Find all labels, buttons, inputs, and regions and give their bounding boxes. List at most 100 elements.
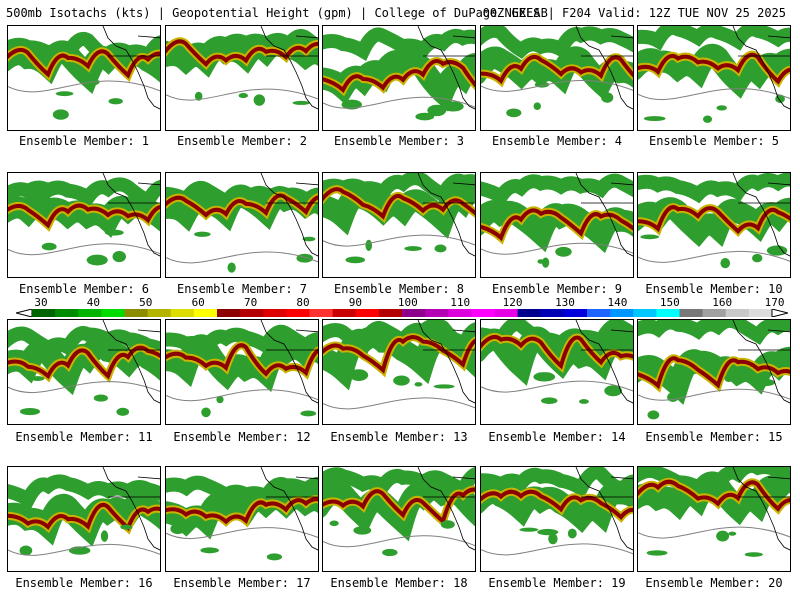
ensemble-map-panel bbox=[322, 319, 476, 425]
legend-color-swatch bbox=[425, 309, 449, 317]
ensemble-map-panel bbox=[7, 172, 161, 278]
legend-color-swatch bbox=[240, 309, 264, 317]
ensemble-member-label: Ensemble Member: 5 bbox=[648, 134, 780, 148]
isotach-map bbox=[481, 26, 633, 118]
legend-color-swatch bbox=[540, 309, 565, 317]
ensemble-member-label: Ensemble Member: 19 bbox=[488, 576, 626, 590]
title-bar: 500mb Isotachs (kts) | Geopotential Heig… bbox=[0, 0, 800, 24]
legend-color-swatch bbox=[471, 309, 495, 317]
isotach-map bbox=[323, 467, 475, 557]
isotach-legend: 30 40 50 60 70 80 90 100 110 120 130 140 150 160 170 bbox=[0, 296, 800, 322]
ensemble-map-panel bbox=[322, 172, 476, 278]
legend-color-swatch bbox=[147, 309, 172, 317]
isotach-map bbox=[323, 173, 475, 264]
ensemble-map-panel bbox=[637, 25, 791, 131]
legend-color-swatch bbox=[170, 309, 195, 317]
isotach-map bbox=[166, 467, 318, 561]
legend-color-swatch bbox=[656, 309, 680, 317]
ensemble-map-panel bbox=[7, 466, 161, 572]
legend-color-swatch bbox=[55, 309, 79, 317]
isotach-map bbox=[8, 467, 160, 556]
ensemble-member-label: Ensemble Member: 10 bbox=[645, 282, 783, 296]
ensemble-member-label: Ensemble Member: 9 bbox=[491, 282, 623, 296]
isotach-map bbox=[8, 26, 160, 120]
ensemble-map-panel bbox=[480, 466, 634, 572]
ensemble-member-label: Ensemble Member: 16 bbox=[15, 576, 153, 590]
ensemble-map-panel bbox=[322, 25, 476, 131]
ensemble-map-panel bbox=[637, 319, 791, 425]
legend-color-swatch bbox=[309, 309, 334, 317]
legend-color-swatch bbox=[610, 309, 634, 317]
legend-color-swatch bbox=[32, 309, 56, 317]
legend-color-swatch bbox=[402, 309, 426, 317]
legend-color-swatch bbox=[517, 309, 542, 317]
isotach-map bbox=[638, 173, 790, 269]
legend-tick-label: 50 bbox=[139, 296, 153, 309]
isotach-map bbox=[166, 173, 318, 273]
legend-tick-label: 80 bbox=[296, 296, 310, 309]
ensemble-map-panel bbox=[165, 25, 319, 131]
legend-color-swatch bbox=[702, 309, 727, 317]
legend-tick-label: 110 bbox=[450, 296, 471, 309]
ensemble-map-panel bbox=[165, 172, 319, 278]
legend-tick-label: 40 bbox=[86, 296, 101, 309]
ensemble-member-label: Ensemble Member: 17 bbox=[173, 576, 311, 590]
legend-tick-label: 130 bbox=[555, 296, 575, 309]
ensemble-member-label: Ensemble Member: 13 bbox=[330, 430, 468, 444]
legend-left-arrow bbox=[16, 309, 33, 317]
isotach-map bbox=[481, 320, 633, 404]
ensemble-member-label: Ensemble Member: 20 bbox=[645, 576, 783, 590]
product-title: 500mb Isotachs (kts) | Geopotential Heig… bbox=[6, 6, 548, 20]
ensemble-map-panel bbox=[637, 466, 791, 572]
isotach-map bbox=[166, 320, 318, 418]
ensemble-member-label: Ensemble Member: 12 bbox=[173, 430, 311, 444]
ensemble-member-label: Ensemble Member: 7 bbox=[176, 282, 308, 296]
ensemble-map-panel bbox=[7, 25, 161, 131]
ensemble-member-label: Ensemble Member: 2 bbox=[176, 134, 308, 148]
legend-color-swatch bbox=[448, 309, 472, 317]
ensemble-member-label: Ensemble Member: 8 bbox=[333, 282, 465, 296]
ensemble-map-panel bbox=[480, 25, 634, 131]
ensemble-map-panel bbox=[165, 319, 319, 425]
isotach-map bbox=[166, 26, 318, 110]
ensemble-member-label: Ensemble Member: 6 bbox=[18, 282, 150, 296]
ensemble-member-label: Ensemble Member: 11 bbox=[15, 430, 153, 444]
ensemble-member-label: Ensemble Member: 1 bbox=[18, 134, 150, 148]
isotach-map bbox=[638, 467, 790, 557]
legend-color-swatch bbox=[378, 309, 403, 317]
legend-color-swatch bbox=[748, 309, 773, 317]
legend-tick-label: 140 bbox=[607, 296, 628, 309]
isotach-map bbox=[323, 26, 475, 121]
legend-color-swatch bbox=[332, 309, 357, 317]
ensemble-map-panel bbox=[480, 319, 634, 425]
legend-color-swatch bbox=[286, 309, 310, 317]
ensemble-member-label: Ensemble Member: 4 bbox=[491, 134, 623, 148]
legend-tick-label: 30 bbox=[34, 296, 48, 309]
legend-right-arrow bbox=[771, 309, 788, 317]
legend-color-swatch bbox=[494, 309, 519, 317]
legend-color-swatch bbox=[355, 309, 380, 317]
legend-color-swatch bbox=[679, 309, 704, 317]
isotach-map bbox=[481, 173, 633, 268]
legend-color-swatch bbox=[587, 309, 611, 317]
legend-color-swatch bbox=[633, 309, 657, 317]
legend-color-swatch bbox=[217, 309, 241, 317]
legend-color-swatch bbox=[725, 309, 750, 317]
run-valid-time: 00Z GEFS | F204 Valid: 12Z TUE NOV 25 20… bbox=[482, 6, 786, 20]
legend-color-swatch bbox=[78, 309, 102, 317]
ensemble-map-panel bbox=[322, 466, 476, 572]
legend-tick-label: 170 bbox=[764, 296, 785, 309]
legend-colorbar bbox=[16, 309, 788, 317]
ensemble-map-panel bbox=[7, 319, 161, 425]
legend-tick-label: 60 bbox=[191, 296, 205, 309]
ensemble-member-label: Ensemble Member: 3 bbox=[333, 134, 465, 148]
isotach-map bbox=[481, 467, 633, 556]
legend-tick-label: 120 bbox=[502, 296, 523, 309]
legend-tick-label: 160 bbox=[712, 296, 733, 309]
ensemble-member-label: Ensemble Member: 15 bbox=[645, 430, 783, 444]
legend-tick-label: 100 bbox=[397, 296, 418, 309]
isotach-map bbox=[638, 26, 790, 123]
isotach-map bbox=[8, 173, 160, 266]
legend-color-swatch bbox=[101, 309, 125, 317]
isotach-map bbox=[323, 320, 475, 410]
